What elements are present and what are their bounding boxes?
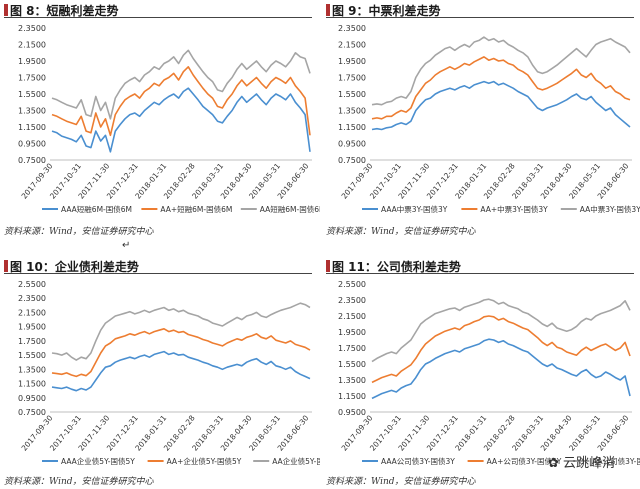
chart-title: 图 8：短融利差走势 <box>4 2 119 19</box>
series-line <box>51 87 311 153</box>
chart-panel-spread-ent: 图 10：企业债利差走势 2.5500 2.3500 2.1500 1.9500 1.7… <box>0 256 320 489</box>
y-tick-label: 1.9500 <box>338 328 366 337</box>
y-tick-label: 1.7500 <box>338 74 366 83</box>
y-tick-label: 1.5500 <box>338 360 366 369</box>
y-tick-label: 2.1500 <box>338 41 366 50</box>
y-tick-label: 2.1500 <box>18 41 46 50</box>
series-line <box>371 315 631 384</box>
y-tick-label: 0.9500 <box>18 140 46 149</box>
title-rule <box>326 17 634 18</box>
chart-panel-spread-cp: 图 8：短融利差走势 2.3500 2.1500 1.9500 1.7500 1.550… <box>0 0 320 244</box>
y-tick-label: 1.3500 <box>338 107 366 116</box>
y-tick-label: 1.7500 <box>338 344 366 353</box>
y-tick-label: 0.9500 <box>338 408 366 417</box>
y-tick-label: 1.9500 <box>18 57 46 66</box>
chart-svg: 2.5500 2.3500 2.1500 1.9500 1.7500 1.5500 1.35… <box>18 280 320 466</box>
y-tick-label: 0.9500 <box>18 394 46 403</box>
chart-panel-spread-mtn: 图 9：中票利差走势 2.3500 2.1500 1.9500 1.7500 1.550… <box>320 0 640 244</box>
watermark: ✿ 云跳峰消 <box>548 452 615 471</box>
y-tick-label: 1.7500 <box>18 74 46 83</box>
y-tick-label: 0.7500 <box>18 408 46 417</box>
y-tick-label: 1.3500 <box>18 107 46 116</box>
title-rule <box>326 273 634 274</box>
y-tick-label: 1.3500 <box>18 365 46 374</box>
series-line <box>51 65 311 137</box>
y-tick-label: 2.1500 <box>18 308 46 317</box>
chart-svg: 2.5500 2.3500 2.1500 1.9500 1.7500 1.5500 1.35… <box>338 280 640 466</box>
series-line <box>371 338 631 400</box>
series-line <box>371 298 631 363</box>
chart-title-text: 中票利差走势 <box>368 4 441 18</box>
legend-label: AAA中票3Y-国债3Y <box>381 204 448 214</box>
y-tick-label: 2.1500 <box>338 312 366 321</box>
source-note: 资料来源：Wind，安信证券研究中心 <box>326 477 476 487</box>
legend-label: AA公司债3Y-国债3Y <box>592 456 640 466</box>
figure-label: 图 11： <box>332 260 377 274</box>
legend-label: AAA企业债5Y-国债5Y <box>61 456 135 466</box>
y-tick-label: 0.7500 <box>338 156 366 165</box>
chart-title-text: 公司债利差走势 <box>376 260 461 274</box>
y-tick-label: 1.1500 <box>18 380 46 389</box>
y-tick-label: 2.3500 <box>18 24 46 33</box>
legend-label: AA短融6M-国债6M <box>260 204 320 214</box>
return-glyph: ↵ <box>122 240 131 251</box>
title-rule <box>4 17 312 18</box>
source-note: 资料来源：Wind，安信证券研究中心 <box>326 227 476 237</box>
title-rule <box>4 273 312 274</box>
y-tick-label: 0.9500 <box>338 140 366 149</box>
series-line <box>51 302 311 361</box>
series-line <box>51 49 311 120</box>
chart-title: 图 11：公司债利差走势 <box>326 258 461 275</box>
y-tick-label: 2.3500 <box>338 24 366 33</box>
legend-label: AA中票3Y-国债3Y <box>580 204 640 214</box>
y-tick-label: 1.9500 <box>338 57 366 66</box>
source-note: 资料来源：Wind，安信证券研究中心 <box>4 477 154 487</box>
y-tick-label: 1.5500 <box>338 90 366 99</box>
y-tick-label: 1.9500 <box>18 323 46 332</box>
legend-label: AAA公司债3Y-国债3Y <box>381 456 455 466</box>
y-tick-label: 1.3500 <box>338 376 366 385</box>
wechat-icon: ✿ <box>548 456 559 471</box>
figure-label: 图 8： <box>10 4 47 18</box>
y-tick-label: 1.7500 <box>18 337 46 346</box>
legend-label: AA+短融6M-国债6M <box>160 204 232 214</box>
y-tick-label: 1.5500 <box>18 90 46 99</box>
y-tick-label: 2.5500 <box>338 280 366 289</box>
watermark-text: 云跳峰消 <box>563 456 616 471</box>
series-line <box>51 327 311 378</box>
y-tick-label: 0.7500 <box>18 156 46 165</box>
title-marker-icon <box>326 260 330 272</box>
chart-title: 图 10：企业债利差走势 <box>4 258 139 275</box>
y-tick-label: 2.3500 <box>18 294 46 303</box>
title-marker-icon <box>4 260 8 272</box>
series-line <box>371 36 631 106</box>
chart-title-text: 短融利差走势 <box>46 4 119 18</box>
y-tick-label: 1.5500 <box>18 351 46 360</box>
legend-label: AAA短融6M-国债6M <box>61 204 132 214</box>
series-line <box>371 80 631 131</box>
y-tick-label: 1.1500 <box>338 392 366 401</box>
figure-label: 图 9： <box>332 4 369 18</box>
y-tick-label: 2.5500 <box>18 280 46 289</box>
series-line <box>371 56 631 120</box>
source-note: 资料来源：Wind，安信证券研究中心 <box>4 227 154 237</box>
title-marker-icon <box>4 4 8 16</box>
legend-label: AA企业债5Y-国债5Y <box>272 456 320 466</box>
y-tick-label: 1.1500 <box>338 123 366 132</box>
legend-label: AA+公司债3Y-国债3Y <box>487 456 562 466</box>
figure-label: 图 10： <box>10 260 55 274</box>
legend-label: AA+中票3Y-国债3Y <box>480 204 548 214</box>
y-tick-label: 1.1500 <box>18 123 46 132</box>
legend-label: AA+企业债5Y-国债5Y <box>167 456 242 466</box>
chart-title: 图 9：中票利差走势 <box>326 2 441 19</box>
chart-panel-spread-corp: 图 11：公司债利差走势 2.5500 2.3500 2.1500 1.9500 1.7… <box>320 256 640 489</box>
chart-svg: 2.3500 2.1500 1.9500 1.7500 1.5500 1.3500 1.15… <box>18 24 320 214</box>
chart-svg: 2.3500 2.1500 1.9500 1.7500 1.5500 1.3500 1.15… <box>338 24 640 214</box>
y-tick-label: 2.3500 <box>338 296 366 305</box>
title-marker-icon <box>326 4 330 16</box>
chart-title-text: 企业债利差走势 <box>54 260 139 274</box>
series-line <box>51 350 311 392</box>
